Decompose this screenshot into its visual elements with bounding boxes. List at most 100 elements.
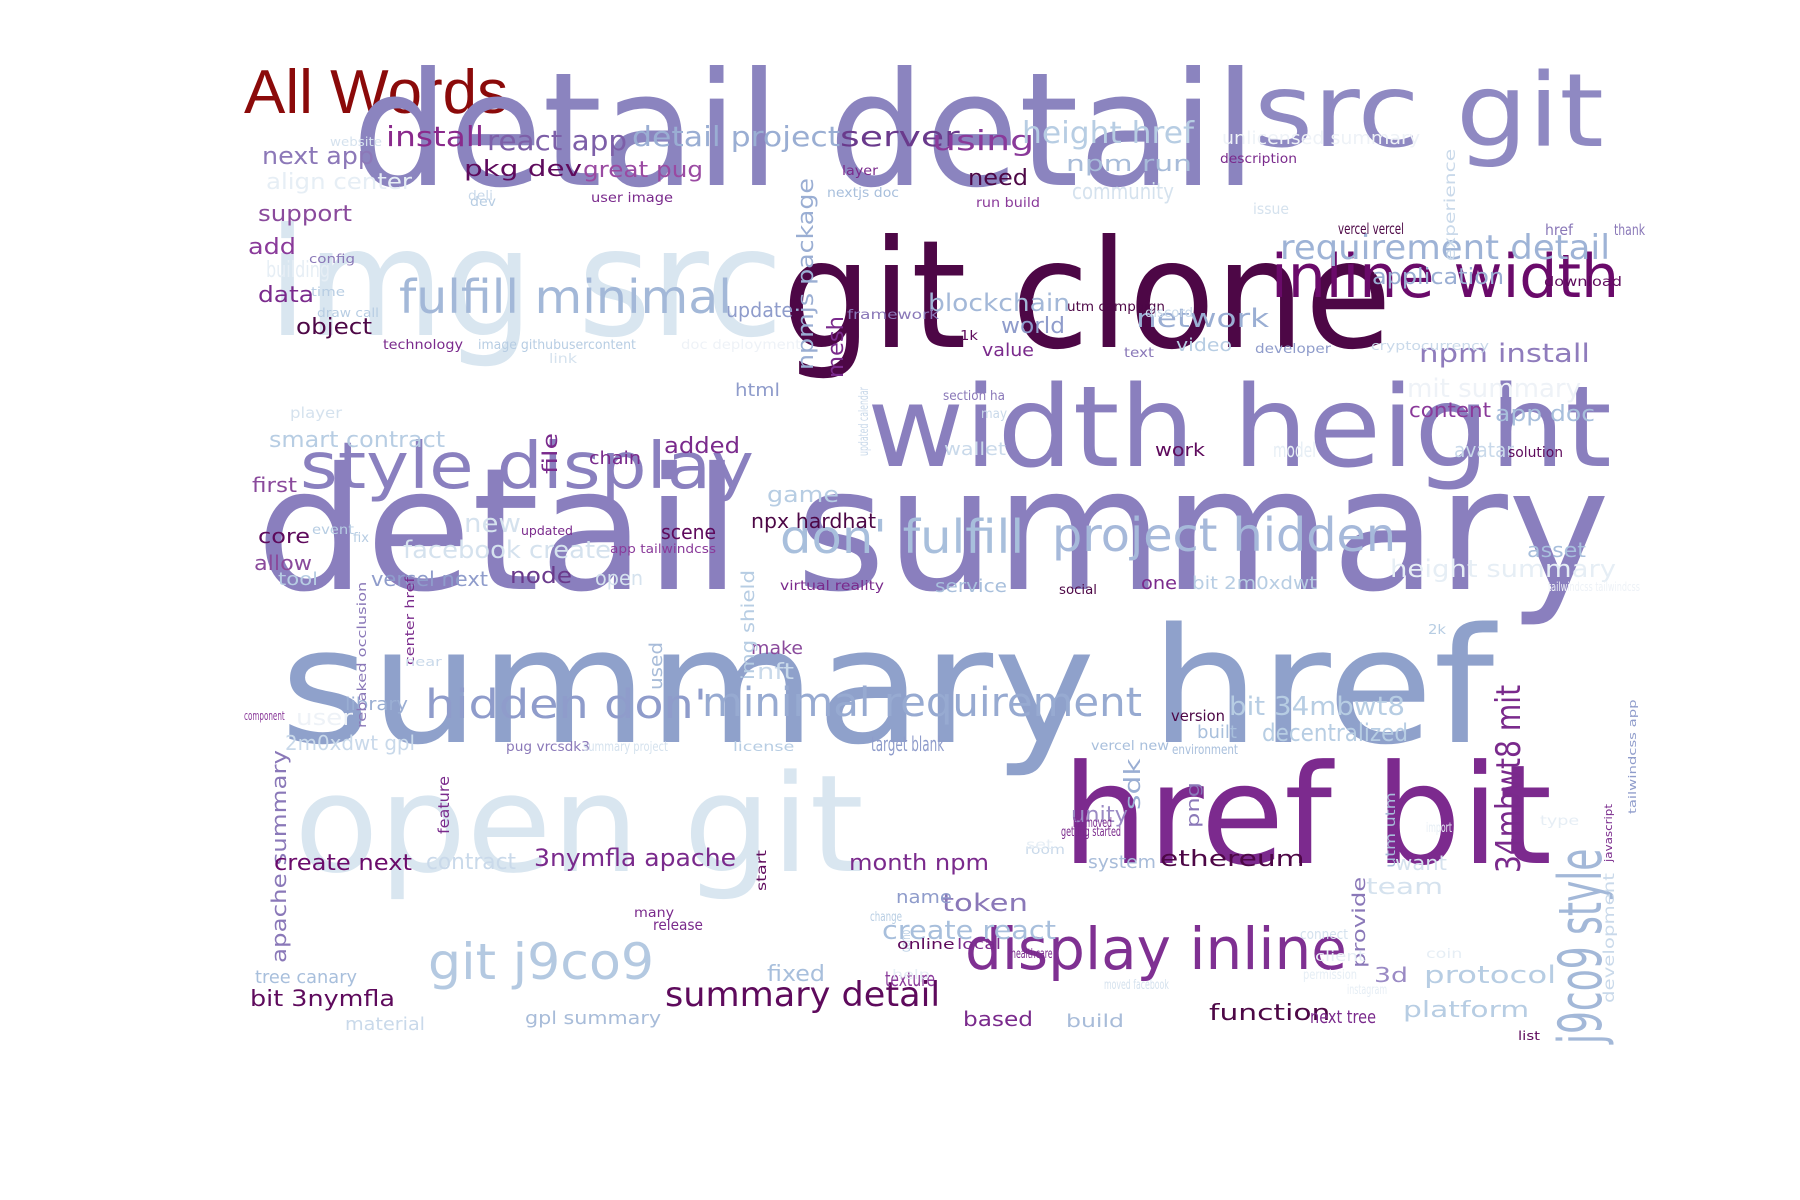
cloud-word: built xyxy=(1197,722,1237,744)
cloud-word: utm utm xyxy=(1384,792,1399,868)
cloud-word: next app xyxy=(262,142,375,171)
cloud-word: npx hardhat xyxy=(751,508,877,533)
cloud-word: used xyxy=(646,641,667,690)
cloud-word: tailwindcss tailwindcss xyxy=(1548,580,1640,595)
cloud-word: detail summary xyxy=(256,431,1611,630)
cloud-word: many xyxy=(634,906,674,922)
cloud-word: app tailwindcss xyxy=(610,542,717,557)
cloud-word: discord xyxy=(1145,306,1194,322)
cloud-word: texture xyxy=(885,966,935,991)
cloud-word: deli xyxy=(468,189,494,205)
cloud-word: one xyxy=(1141,573,1178,595)
cloud-word: start xyxy=(755,850,770,891)
cloud-word: png xyxy=(1183,782,1204,828)
cloud-word: vercel next xyxy=(371,566,489,591)
cloud-word: updated calendar xyxy=(857,387,872,456)
cloud-word: src git xyxy=(1254,52,1604,172)
cloud-word: width height xyxy=(867,363,1612,494)
cloud-word: version xyxy=(1171,706,1226,725)
cloud-word: vercel new xyxy=(1091,739,1169,755)
cloud-word: developer xyxy=(1255,342,1331,358)
cloud-word: 2k xyxy=(1428,623,1446,639)
cloud-word: bit 2m0xdwt xyxy=(1192,573,1317,595)
cloud-word: import xyxy=(1426,821,1453,837)
cloud-word: contract xyxy=(426,849,517,875)
cloud-word: add xyxy=(248,234,297,260)
cloud-word: layer xyxy=(842,164,878,180)
cloud-word: development xyxy=(1600,872,1618,1003)
cloud-word: ha moved xyxy=(1073,816,1112,832)
cloud-word: unlicensed summary xyxy=(1222,128,1421,150)
cloud-word: create react xyxy=(882,915,1057,946)
page-title: All Words xyxy=(244,58,509,127)
cloud-word: based xyxy=(963,1006,1033,1031)
cloud-word: video xyxy=(1176,335,1233,357)
cloud-word: text xyxy=(1124,346,1155,362)
cloud-word: library xyxy=(345,694,409,716)
cloud-word: new xyxy=(464,508,521,539)
cloud-word: html xyxy=(735,380,780,402)
cloud-word: react app xyxy=(487,124,628,158)
cloud-word: set xyxy=(1026,838,1053,854)
cloud-word: using xyxy=(932,124,1035,158)
cloud-word: technology xyxy=(383,338,463,354)
cloud-word: hidden don' xyxy=(425,682,707,729)
cloud-word: healthcare xyxy=(1011,947,1053,963)
cloud-word: summary project xyxy=(583,740,668,756)
cloud-word: wallet xyxy=(944,439,1006,461)
cloud-word: issue xyxy=(1253,199,1290,218)
cloud-word: connect xyxy=(1300,926,1348,943)
cloud-word: don' fulfill xyxy=(780,510,1025,565)
cloud-word: environment xyxy=(1172,743,1238,759)
cloud-word: draw call xyxy=(317,306,380,321)
cloud-word: target blank xyxy=(871,731,945,756)
cloud-word: file xyxy=(538,432,562,474)
cloud-word: world xyxy=(1001,313,1065,339)
cloud-word: chain xyxy=(589,448,642,470)
cloud-word: content xyxy=(1409,397,1492,422)
cloud-word: tool xyxy=(278,569,318,591)
cloud-word: git clone xyxy=(782,209,1392,383)
cloud-word: great pug xyxy=(583,157,703,183)
cloud-word: app doc xyxy=(1495,401,1595,427)
cloud-word: run build xyxy=(976,196,1041,212)
cloud-word: work xyxy=(1155,440,1206,462)
cloud-word: img src xyxy=(268,197,784,371)
cloud-word: player xyxy=(290,403,343,422)
cloud-word: dev xyxy=(470,195,496,211)
cloud-word: local xyxy=(957,936,1002,953)
cloud-word: moved facebook xyxy=(1104,978,1169,994)
cloud-word: unity xyxy=(1071,802,1128,828)
cloud-word: room xyxy=(1025,843,1065,859)
cloud-word: rebaked occlusion xyxy=(355,581,369,728)
cloud-word: want xyxy=(1395,850,1447,875)
cloud-word: fixed xyxy=(767,961,825,987)
cloud-word: 3nymfla apache xyxy=(534,844,737,873)
cloud-word: updated xyxy=(521,524,574,539)
cloud-word: scene xyxy=(661,519,717,544)
cloud-word: 2m0xdwt gpl xyxy=(285,730,416,755)
cloud-word: image githubusercontent xyxy=(478,338,636,354)
cloud-word: material xyxy=(345,1014,426,1036)
cloud-word: inline width xyxy=(1271,241,1620,312)
cloud-word: first xyxy=(252,472,297,497)
cloud-word: permission xyxy=(1303,968,1358,984)
cloud-word: make xyxy=(751,638,803,660)
cloud-word: open xyxy=(595,565,644,590)
cloud-word: git j9co9 xyxy=(428,933,655,991)
cloud-word: center href xyxy=(403,577,417,665)
cloud-word: month npm xyxy=(849,850,990,876)
cloud-word: ethereum xyxy=(1160,846,1305,872)
cloud-word: online xyxy=(897,936,955,953)
cloud-word: server xyxy=(840,120,960,154)
cloud-word: platform xyxy=(1403,997,1530,1023)
cloud-word: network xyxy=(1136,303,1270,334)
cloud-word: pkg dev xyxy=(464,156,582,182)
cloud-word: link xyxy=(549,352,577,368)
cloud-word: avatar xyxy=(1454,437,1515,462)
cloud-word: service xyxy=(935,576,1008,598)
cloud-word: utm campaign xyxy=(1067,300,1166,316)
cloud-word: community xyxy=(1072,179,1174,205)
cloud-word: href bit xyxy=(1062,734,1553,896)
cloud-word: install xyxy=(386,120,484,154)
